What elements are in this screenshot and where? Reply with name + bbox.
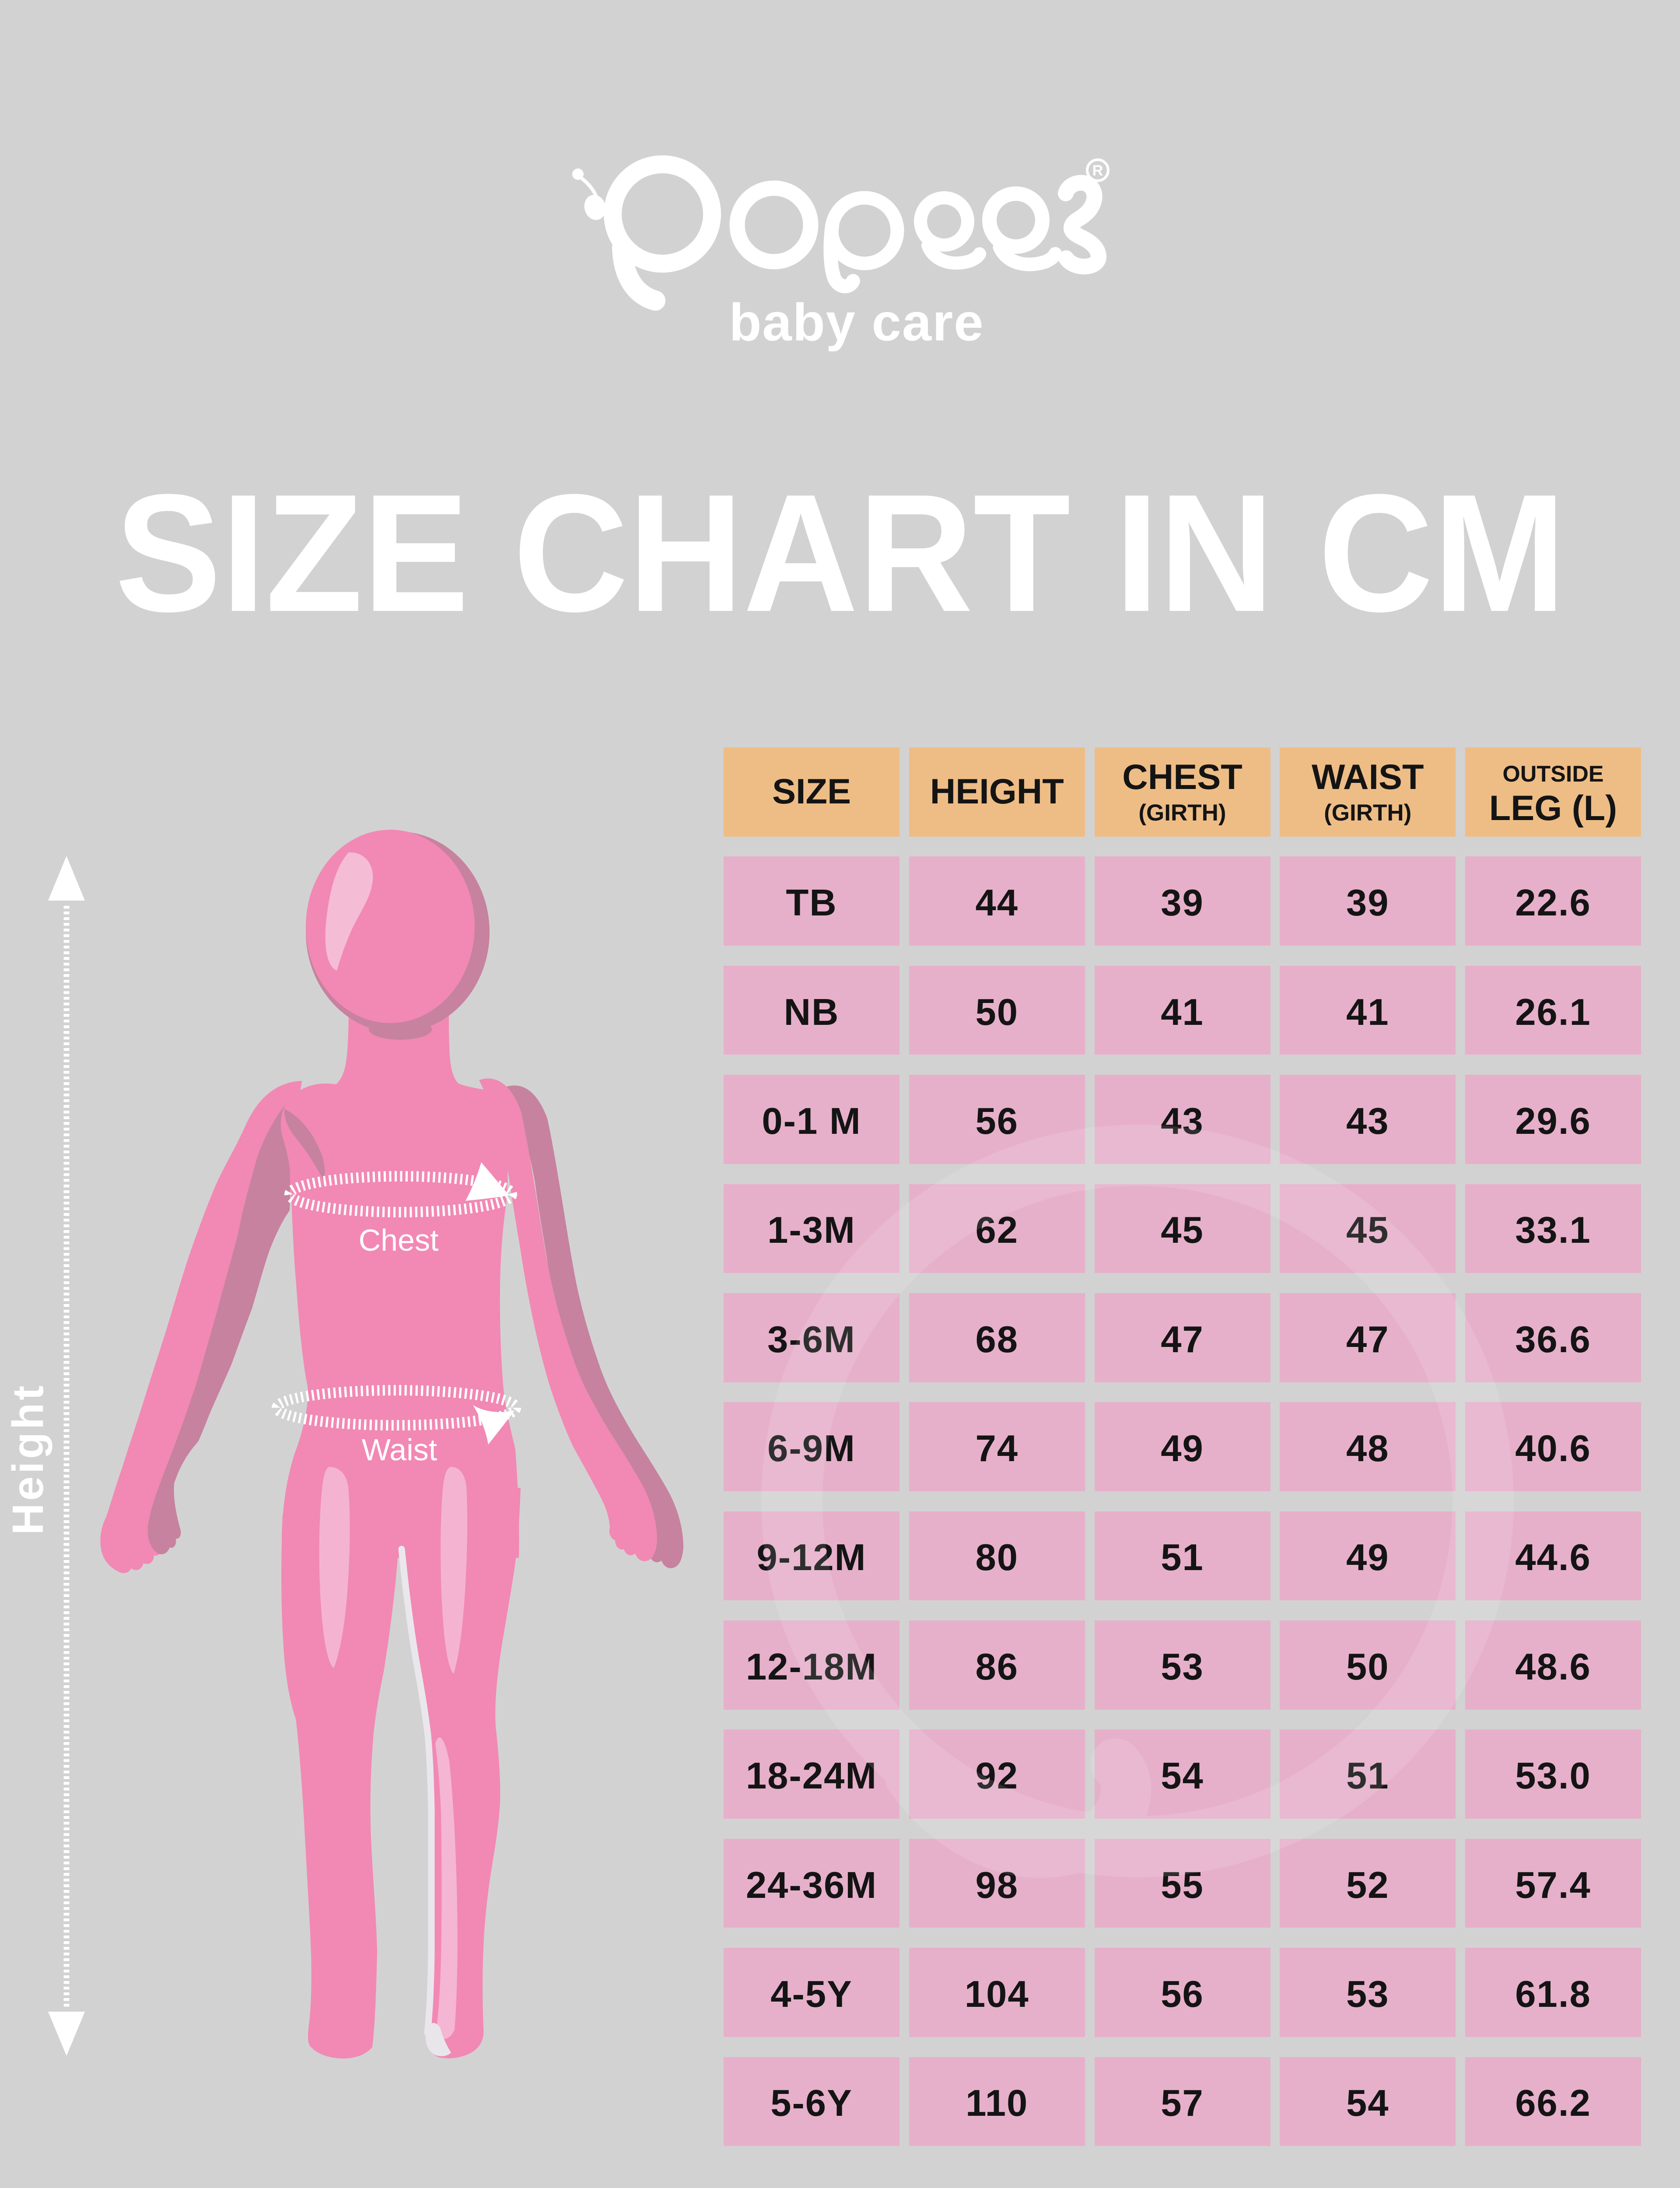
svg-text:SIZE CHART IN CM: SIZE CHART IN CM <box>115 459 1566 647</box>
svg-text:R: R <box>1092 162 1103 179</box>
svg-text:Waist: Waist <box>362 1433 437 1467</box>
svg-text:Height: Height <box>4 1383 52 1535</box>
svg-text:baby care: baby care <box>729 292 984 352</box>
svg-text:Chest: Chest <box>359 1223 439 1257</box>
